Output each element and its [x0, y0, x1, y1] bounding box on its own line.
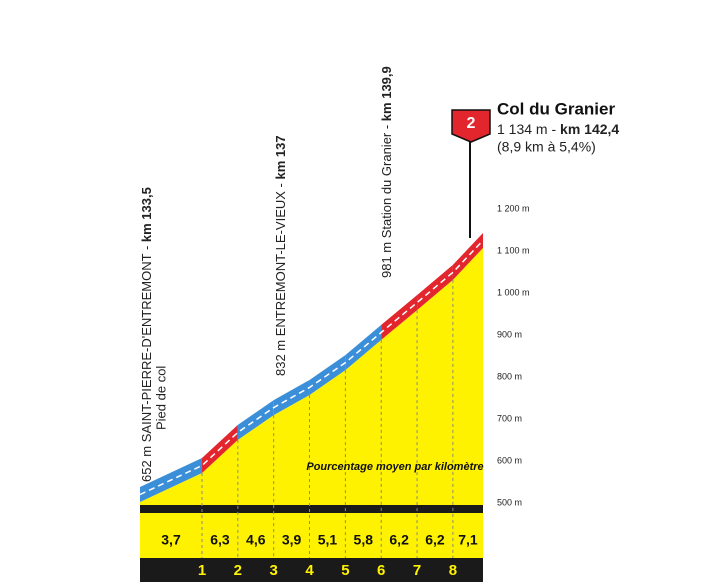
base	[140, 558, 483, 582]
summit-note: (8,9 km à 5,4%)	[497, 139, 596, 155]
annotation: 832 m ENTREMONT-LE-VIEUX - km 137	[273, 135, 288, 376]
km-label: 1	[198, 562, 206, 579]
gradient-label: 7,1	[458, 532, 478, 548]
summit-km: km 142,4	[560, 121, 619, 137]
y-tick-label: 1 200 m	[497, 203, 530, 213]
gradient-label: 3,7	[161, 532, 181, 548]
annotation-km: km 139,9	[379, 66, 394, 121]
y-tick-label: 600 m	[497, 455, 522, 465]
gradient-band	[237, 400, 274, 440]
annotation-text: 832 m ENTREMONT-LE-VIEUX -	[273, 180, 288, 376]
gradient-band	[452, 232, 483, 280]
summit-info: 1 134 m - km 142,4	[497, 121, 619, 137]
gradient-band	[345, 324, 382, 371]
profile-fill	[140, 247, 483, 558]
annotation-km: km 137	[273, 135, 288, 179]
base-shadow	[140, 505, 483, 513]
annotation-text: 981 m Station du Granier -	[379, 121, 394, 278]
category-flag	[451, 109, 491, 143]
summit-altitude: 1 134 m -	[497, 121, 560, 137]
gradient-label: 6,2	[389, 532, 409, 548]
gradient-label: 5,8	[354, 532, 374, 548]
km-label: 5	[341, 562, 349, 579]
gradient-label: 6,2	[425, 532, 445, 548]
y-tick-label: 800 m	[497, 371, 522, 381]
gradient-caption: Pourcentage moyen par kilomètre	[306, 461, 483, 473]
y-tick-label: 500 m	[497, 497, 522, 507]
profile-line	[139, 239, 484, 496]
km-label: 8	[449, 562, 457, 579]
km-label: 3	[270, 562, 278, 579]
y-tick-label: 700 m	[497, 413, 522, 423]
gradient-label: 6,3	[210, 532, 230, 548]
km-label: 2	[234, 562, 242, 579]
annotation: 652 m SAINT-PIERRE-D'ENTREMONT - km 133,…	[139, 187, 154, 482]
annotation-text: 652 m SAINT-PIERRE-D'ENTREMONT -	[139, 242, 154, 482]
category: 2	[467, 115, 476, 132]
chart-title: Col du Granier	[497, 99, 615, 118]
y-tick-label: 1 000 m	[497, 287, 530, 297]
annotation: 981 m Station du Granier - km 139,9	[379, 66, 394, 278]
y-tick-label: 900 m	[497, 329, 522, 339]
gradient-label: 5,1	[318, 532, 338, 548]
gradient-label: 4,6	[246, 532, 266, 548]
annotation-km: km 133,5	[139, 187, 154, 242]
gradient-label: 3,9	[282, 532, 302, 548]
km-label: 7	[413, 562, 421, 579]
y-tick-label: 1 100 m	[497, 245, 530, 255]
km-label: 6	[377, 562, 385, 579]
annotation-note: Pied de col	[153, 366, 168, 430]
km-label: 4	[305, 562, 314, 579]
